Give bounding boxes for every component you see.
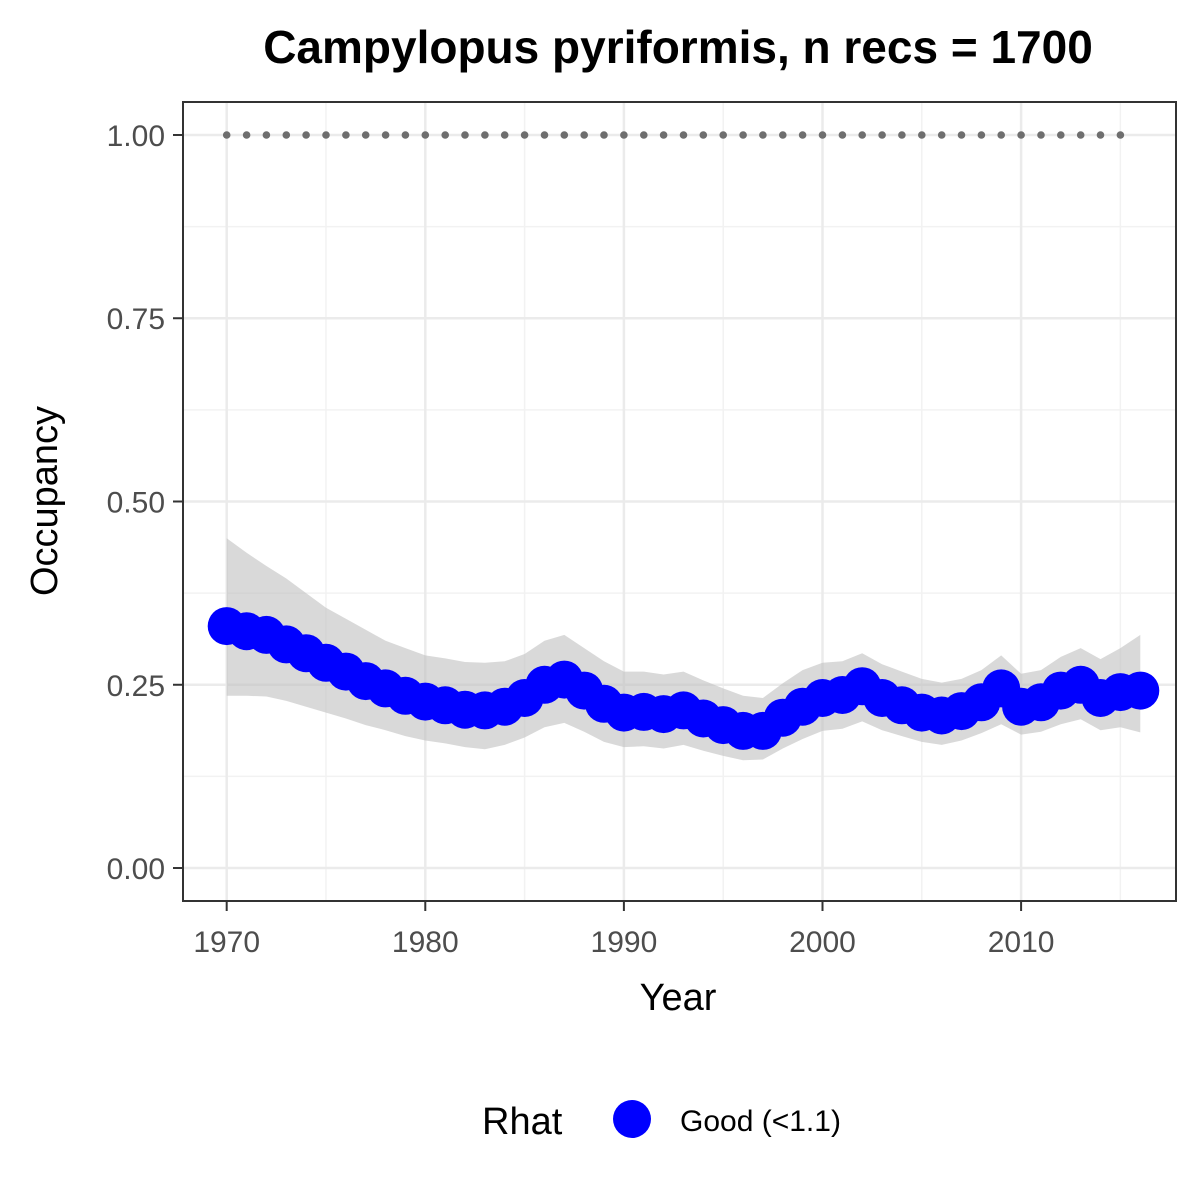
reference-dot-2011: [1037, 131, 1045, 139]
reference-dot-1988: [580, 131, 588, 139]
y-tick-label: 0.00: [107, 853, 165, 886]
reference-dot-2004: [898, 131, 906, 139]
reference-dot-1973: [282, 131, 291, 139]
y-tick-label: 0.25: [107, 670, 165, 703]
reference-dot-2010: [1017, 131, 1025, 139]
reference-dot-1990: [620, 131, 628, 139]
reference-dot-1996: [739, 131, 747, 139]
reference-dot-2014: [1096, 131, 1105, 139]
reference-dot-2000: [818, 131, 827, 139]
reference-dot-2007: [957, 131, 966, 139]
x-tick-label: 1970: [193, 926, 260, 959]
reference-dot-2008: [977, 131, 986, 139]
reference-dot-2001: [838, 131, 847, 139]
data-point-2016: [1121, 671, 1160, 710]
y-tick-label: 0.50: [107, 487, 165, 520]
reference-dot-2009: [997, 131, 1005, 139]
reference-dot-2005: [918, 131, 926, 139]
reference-dot-2006: [937, 131, 946, 139]
occupancy-points-layer: [207, 607, 1160, 750]
reference-dot-1986: [540, 131, 549, 139]
y-tick-label: 0.75: [107, 303, 165, 336]
legend: Rhat Good (<1.1): [482, 1100, 841, 1143]
reference-dot-1984: [500, 131, 509, 139]
reference-dot-1979: [401, 131, 410, 139]
x-tick-label: 1990: [591, 926, 658, 959]
reference-dot-1982: [461, 131, 469, 139]
legend-label-good: Good (<1.1): [680, 1105, 841, 1138]
reference-dot-1970: [222, 131, 231, 139]
y-axis: 0.00 0.25 0.50 0.75 1.00: [107, 120, 183, 886]
reference-dot-2015: [1116, 131, 1125, 139]
reference-dot-1971: [242, 131, 251, 139]
y-axis-title: Occupancy: [24, 406, 66, 596]
x-tick-label: 2010: [988, 926, 1055, 959]
x-axis-title: Year: [640, 977, 717, 1019]
reference-dot-1989: [600, 131, 608, 139]
legend-title: Rhat: [482, 1101, 563, 1143]
x-tick-label: 1980: [392, 926, 459, 959]
chart-title: Campylopus pyriformis, n recs = 1700: [263, 21, 1093, 73]
reference-dot-1997: [759, 131, 767, 139]
reference-dot-1994: [699, 131, 708, 139]
x-tick-label: 2000: [789, 926, 856, 959]
x-axis: 1970 1980 1990 2000 2010: [193, 901, 1054, 959]
reference-dot-1975: [322, 131, 330, 139]
reference-dot-1981: [441, 131, 450, 139]
reference-dot-1985: [520, 131, 529, 139]
reference-dot-1978: [381, 131, 390, 139]
reference-dot-1983: [481, 131, 489, 139]
reference-dot-1992: [659, 131, 668, 139]
reference-dot-2012: [1057, 131, 1065, 139]
reference-dotted-line: [222, 131, 1125, 139]
reference-dot-1991: [640, 131, 648, 139]
reference-dot-1976: [342, 131, 350, 139]
reference-dot-1999: [798, 131, 807, 139]
y-tick-label: 1.00: [107, 120, 165, 153]
reference-dot-1980: [421, 131, 430, 139]
reference-dot-2003: [878, 131, 886, 139]
reference-dot-1974: [302, 131, 310, 139]
reference-dot-1993: [679, 131, 688, 139]
reference-dot-1972: [262, 131, 271, 139]
legend-key-good: [613, 1100, 651, 1138]
reference-dot-2013: [1076, 131, 1085, 139]
reference-dot-1977: [361, 131, 370, 139]
reference-dot-1995: [719, 131, 727, 139]
reference-dot-2002: [858, 131, 866, 139]
reference-dot-1998: [779, 131, 787, 139]
reference-dot-1987: [560, 131, 569, 139]
